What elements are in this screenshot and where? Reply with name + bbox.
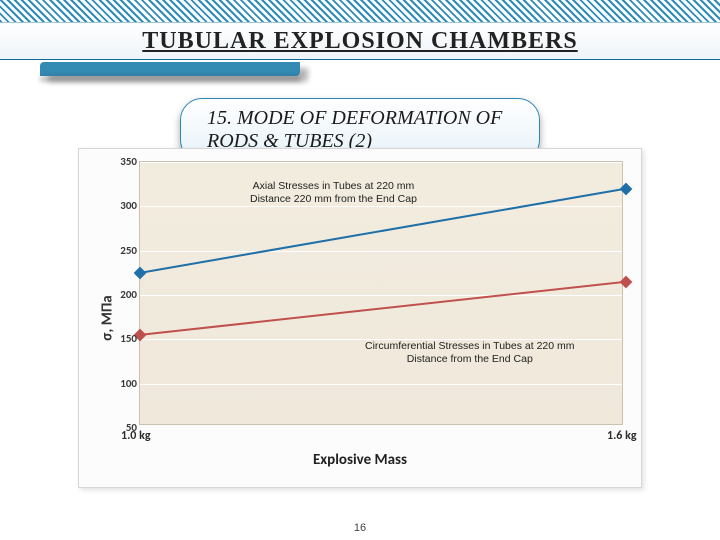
x-axis-label: Explosive Mass — [79, 451, 641, 469]
title-band: TUBULAR EXPLOSION CHAMBERS — [0, 22, 720, 60]
series-line-circumferential — [140, 282, 626, 335]
plot-area: Axial Stresses in Tubes at 220 mmDistanc… — [139, 161, 623, 425]
y-tick-label: 150 — [111, 332, 137, 345]
y-tick-label: 250 — [111, 244, 137, 257]
y-tick-label: 100 — [111, 377, 137, 390]
y-tick-label: 350 — [111, 155, 137, 168]
y-tick-label: 200 — [111, 288, 137, 301]
annotation-axial: Axial Stresses in Tubes at 220 mmDistanc… — [250, 180, 417, 206]
title-accent-shadow — [40, 62, 300, 76]
top-hatch-bar — [0, 0, 720, 22]
x-tick-label: 1.0 kg — [121, 429, 151, 443]
y-tick-label: 300 — [111, 199, 137, 212]
annotation-circ: Circumferential Stresses in Tubes at 220… — [365, 340, 575, 366]
chart-panel: σ, МПа Axial Stresses in Tubes at 220 mm… — [78, 148, 642, 488]
page-number: 16 — [0, 522, 720, 534]
x-tick-label: 1.6 kg — [607, 429, 637, 443]
page-title: TUBULAR EXPLOSION CHAMBERS — [142, 28, 577, 55]
slide: { "title": "TUBULAR EXPLOSION CHAMBERS",… — [0, 0, 720, 540]
